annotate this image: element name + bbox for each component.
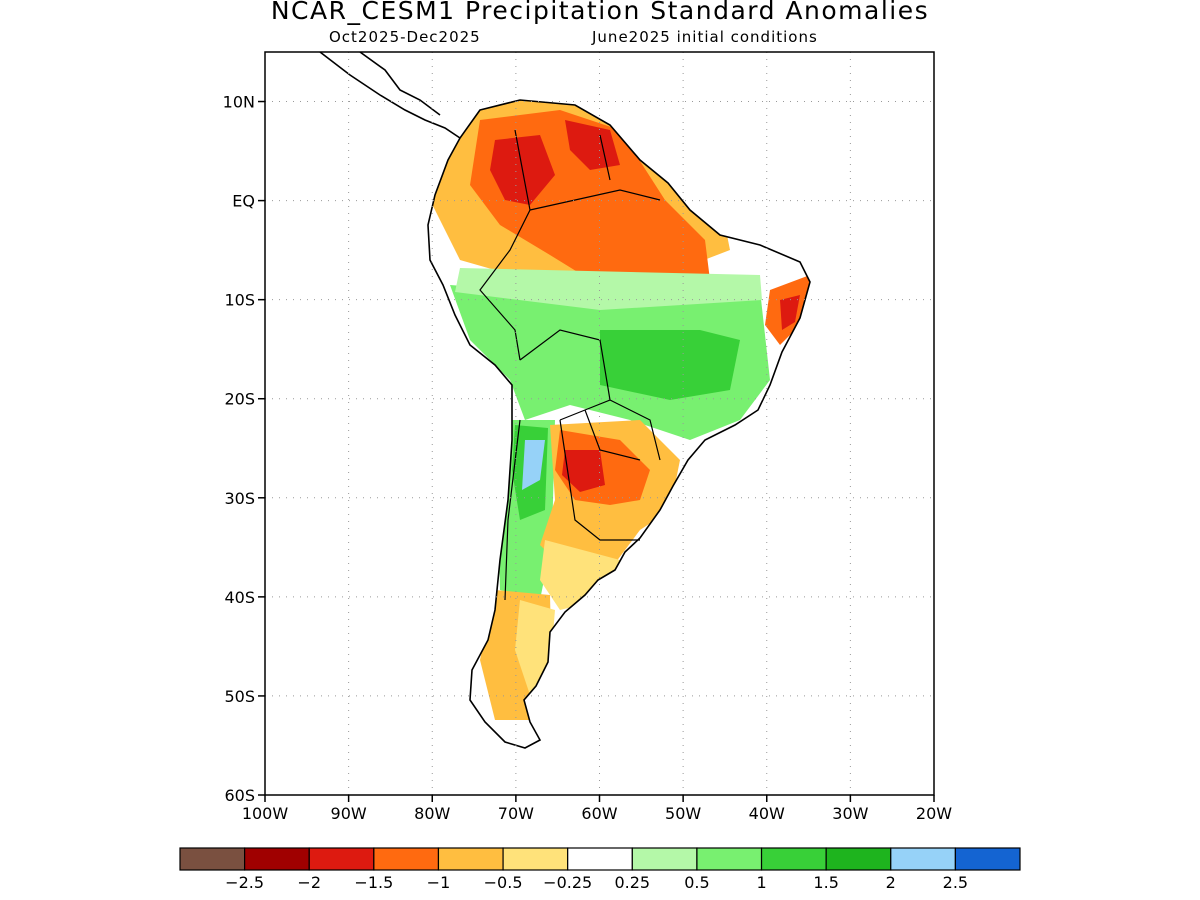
central-america-coastline-north	[359, 52, 441, 116]
gridlines	[265, 52, 934, 795]
region-paraguay-very-dry	[562, 450, 605, 492]
initial-conditions: June2025 initial conditions	[592, 28, 818, 46]
lat-tick-label: 50S	[224, 687, 255, 706]
colorbar-label: 0.5	[684, 873, 709, 892]
colorbar-label: −0.5	[484, 873, 523, 892]
forecast-period: Oct2025-Dec2025	[329, 28, 481, 46]
lat-tick-label: 10N	[223, 93, 255, 112]
colorbar-swatch	[308, 847, 375, 871]
lon-tick-label: 50W	[665, 804, 701, 823]
colorbar-swatch	[760, 847, 827, 871]
colorbar-swatch	[954, 847, 1021, 871]
colorbar-swatch	[502, 847, 569, 871]
lat-tick-label: 40S	[224, 588, 255, 607]
colorbar-label: −2	[297, 873, 321, 892]
lat-tick-label: 10S	[224, 291, 255, 310]
colorbar-label: −2.5	[225, 873, 264, 892]
colorbar-swatch	[373, 847, 440, 871]
colorbar-swatch	[437, 847, 504, 871]
colorbar-swatch	[631, 847, 698, 871]
colorbar-swatch	[825, 847, 892, 871]
lon-tick-label: 80W	[414, 804, 450, 823]
colorbar-label: 0.25	[614, 873, 650, 892]
colorbar-swatch	[696, 847, 763, 871]
map-title: NCAR_CESM1 Precipitation Standard Anomal…	[270, 0, 930, 25]
region-central-brazil-core-wet	[600, 330, 740, 400]
lon-tick-label: 30W	[832, 804, 868, 823]
colorbar-swatch	[244, 847, 310, 871]
region-andes-very-wet	[522, 440, 545, 490]
lat-tick-label: 20S	[224, 390, 255, 409]
region-guiana-very-dry	[565, 120, 620, 170]
colorbar-swatch	[890, 847, 956, 871]
lon-tick-label: 60W	[581, 804, 617, 823]
lon-tick-label: 100W	[242, 804, 289, 823]
colorbar-label: 1	[756, 873, 766, 892]
colorbar-swatch	[179, 847, 246, 871]
lon-tick-label: 40W	[749, 804, 785, 823]
central-america-coastline	[319, 52, 461, 139]
lat-tick-label: 60S	[224, 786, 255, 805]
colorbar-label: 1.5	[813, 873, 838, 892]
colorbar-label: 2	[886, 873, 896, 892]
lon-tick-label: 20W	[916, 804, 952, 823]
lat-tick-label: 30S	[224, 489, 255, 508]
colorbar-label: −1.5	[354, 873, 393, 892]
country-borders	[479, 129, 661, 601]
lon-tick-label: 70W	[498, 804, 534, 823]
south-america-coastline	[427, 99, 811, 749]
lat-tick-label: EQ	[232, 192, 255, 211]
colorbar-label: 2.5	[943, 873, 968, 892]
colorbar-label: −0.25	[543, 873, 592, 892]
colorbar-label: −1	[427, 873, 451, 892]
colorbar: −2.5 −2 −1.5 −1 −0.5 −0.25 0.25 0.5 1 1.5 2 2.5	[179, 847, 1021, 892]
region-east-coast-very-dry	[780, 295, 800, 330]
colorbar-swatch	[567, 847, 633, 871]
coastlines	[319, 52, 811, 749]
lon-tick-label: 90W	[331, 804, 367, 823]
